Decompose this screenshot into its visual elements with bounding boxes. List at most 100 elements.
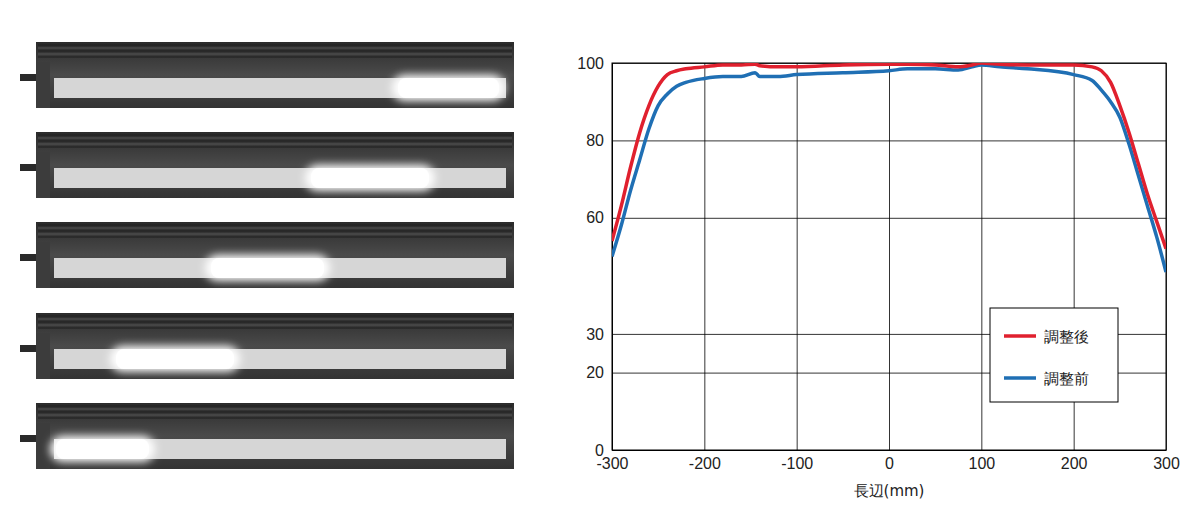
y-tick-label: 80 — [586, 132, 604, 149]
fin — [38, 406, 512, 407]
series-line — [612, 63, 1166, 249]
y-grid-line — [612, 218, 1166, 219]
y-tick-label: 30 — [586, 326, 604, 343]
fin — [38, 316, 512, 317]
x-axis: -300 -200 -100 0 100 200 300 — [596, 63, 1179, 472]
glow-core — [211, 258, 324, 278]
x-tick: 200 — [1061, 63, 1088, 472]
cable — [20, 435, 38, 442]
x-tick-label: 0 — [885, 455, 894, 472]
end-cap — [36, 423, 50, 469]
end-cap — [36, 62, 50, 108]
x-tick-label: 200 — [1061, 455, 1088, 472]
x-tick-label: -300 — [596, 455, 628, 472]
fin — [38, 228, 512, 229]
fin — [38, 141, 512, 142]
glow — [305, 165, 435, 191]
x-tick-label: 100 — [968, 455, 995, 472]
fin — [38, 45, 512, 46]
y-grid-line — [612, 140, 1166, 141]
cable — [20, 74, 38, 81]
bar-light-illustrations — [20, 42, 514, 469]
fin — [38, 415, 512, 416]
fin — [38, 412, 512, 413]
fin — [38, 409, 512, 410]
glow-core — [116, 349, 234, 369]
x-tick: -300 — [596, 63, 628, 472]
cable — [20, 164, 38, 171]
diffuser — [54, 349, 506, 369]
x-tick: 0 — [885, 63, 894, 472]
diffuser — [54, 439, 506, 459]
bar-light — [20, 222, 514, 288]
diffuser — [54, 258, 506, 278]
plot-marks — [612, 63, 1166, 272]
fin — [38, 144, 512, 145]
bar-light — [20, 132, 514, 198]
diffuser — [54, 168, 506, 188]
fin — [38, 147, 512, 148]
x-tick-label: 300 — [1153, 455, 1180, 472]
bar-light — [20, 313, 514, 379]
plot-frame — [612, 63, 1166, 450]
y-tick-label: 20 — [586, 364, 604, 381]
legend-swatch — [1004, 376, 1036, 380]
glow-core — [56, 439, 149, 459]
chart: 0 20 30 60 80 100-300 -200 -100 0 100 200 300 長辺(mm)… — [577, 55, 1180, 500]
fin — [38, 57, 512, 58]
glow-core — [398, 78, 499, 98]
x-grid-line — [889, 63, 890, 450]
bar-light — [20, 42, 514, 108]
x-grid-line — [797, 63, 798, 450]
housing — [36, 222, 514, 288]
x-axis-title: 長辺(mm) — [854, 482, 925, 500]
end-cap — [36, 152, 50, 198]
diffuser — [54, 78, 506, 98]
y-tick-label: 100 — [577, 55, 604, 72]
glow — [392, 75, 505, 101]
x-tick: -200 — [689, 63, 721, 472]
legend-label: 調整前 — [1044, 370, 1089, 388]
fin — [38, 325, 512, 326]
canvas: 0 20 30 60 80 100-300 -200 -100 0 100 200 300 長辺(mm)… — [0, 0, 1195, 508]
housing — [36, 313, 514, 379]
fin — [38, 231, 512, 232]
y-tick-label: 60 — [586, 209, 604, 226]
y-tick: 60 — [586, 209, 1166, 226]
fin — [38, 234, 512, 235]
legend-label: 調整後 — [1044, 328, 1089, 346]
glow — [110, 346, 240, 372]
x-tick: 300 — [1153, 63, 1180, 472]
end-cap — [36, 242, 50, 288]
x-tick-label: -100 — [781, 455, 813, 472]
x-grid-line — [981, 63, 982, 450]
fin — [38, 225, 512, 226]
legend-box — [990, 308, 1118, 402]
x-grid-line — [704, 63, 705, 450]
fin — [38, 319, 512, 320]
legend: 調整後調整前 — [990, 308, 1118, 402]
cable — [20, 254, 38, 261]
x-tick: -100 — [781, 63, 813, 472]
fin — [38, 328, 512, 329]
legend-swatch — [1004, 334, 1036, 338]
glow — [205, 255, 330, 281]
glow-core — [311, 168, 429, 188]
x-tick-label: -200 — [689, 455, 721, 472]
cable — [20, 345, 38, 352]
housing — [36, 403, 514, 469]
fin — [38, 322, 512, 323]
y-axis: 020306080100 — [577, 55, 1166, 459]
fin — [38, 135, 512, 136]
fin — [38, 138, 512, 139]
fin — [38, 237, 512, 238]
glow — [50, 436, 155, 462]
fin — [38, 54, 512, 55]
x-tick: 100 — [968, 63, 995, 472]
bar-light — [20, 403, 514, 469]
fin — [38, 51, 512, 52]
fin — [38, 418, 512, 419]
series-line — [612, 65, 1166, 272]
fin — [38, 48, 512, 49]
housing — [36, 132, 514, 198]
